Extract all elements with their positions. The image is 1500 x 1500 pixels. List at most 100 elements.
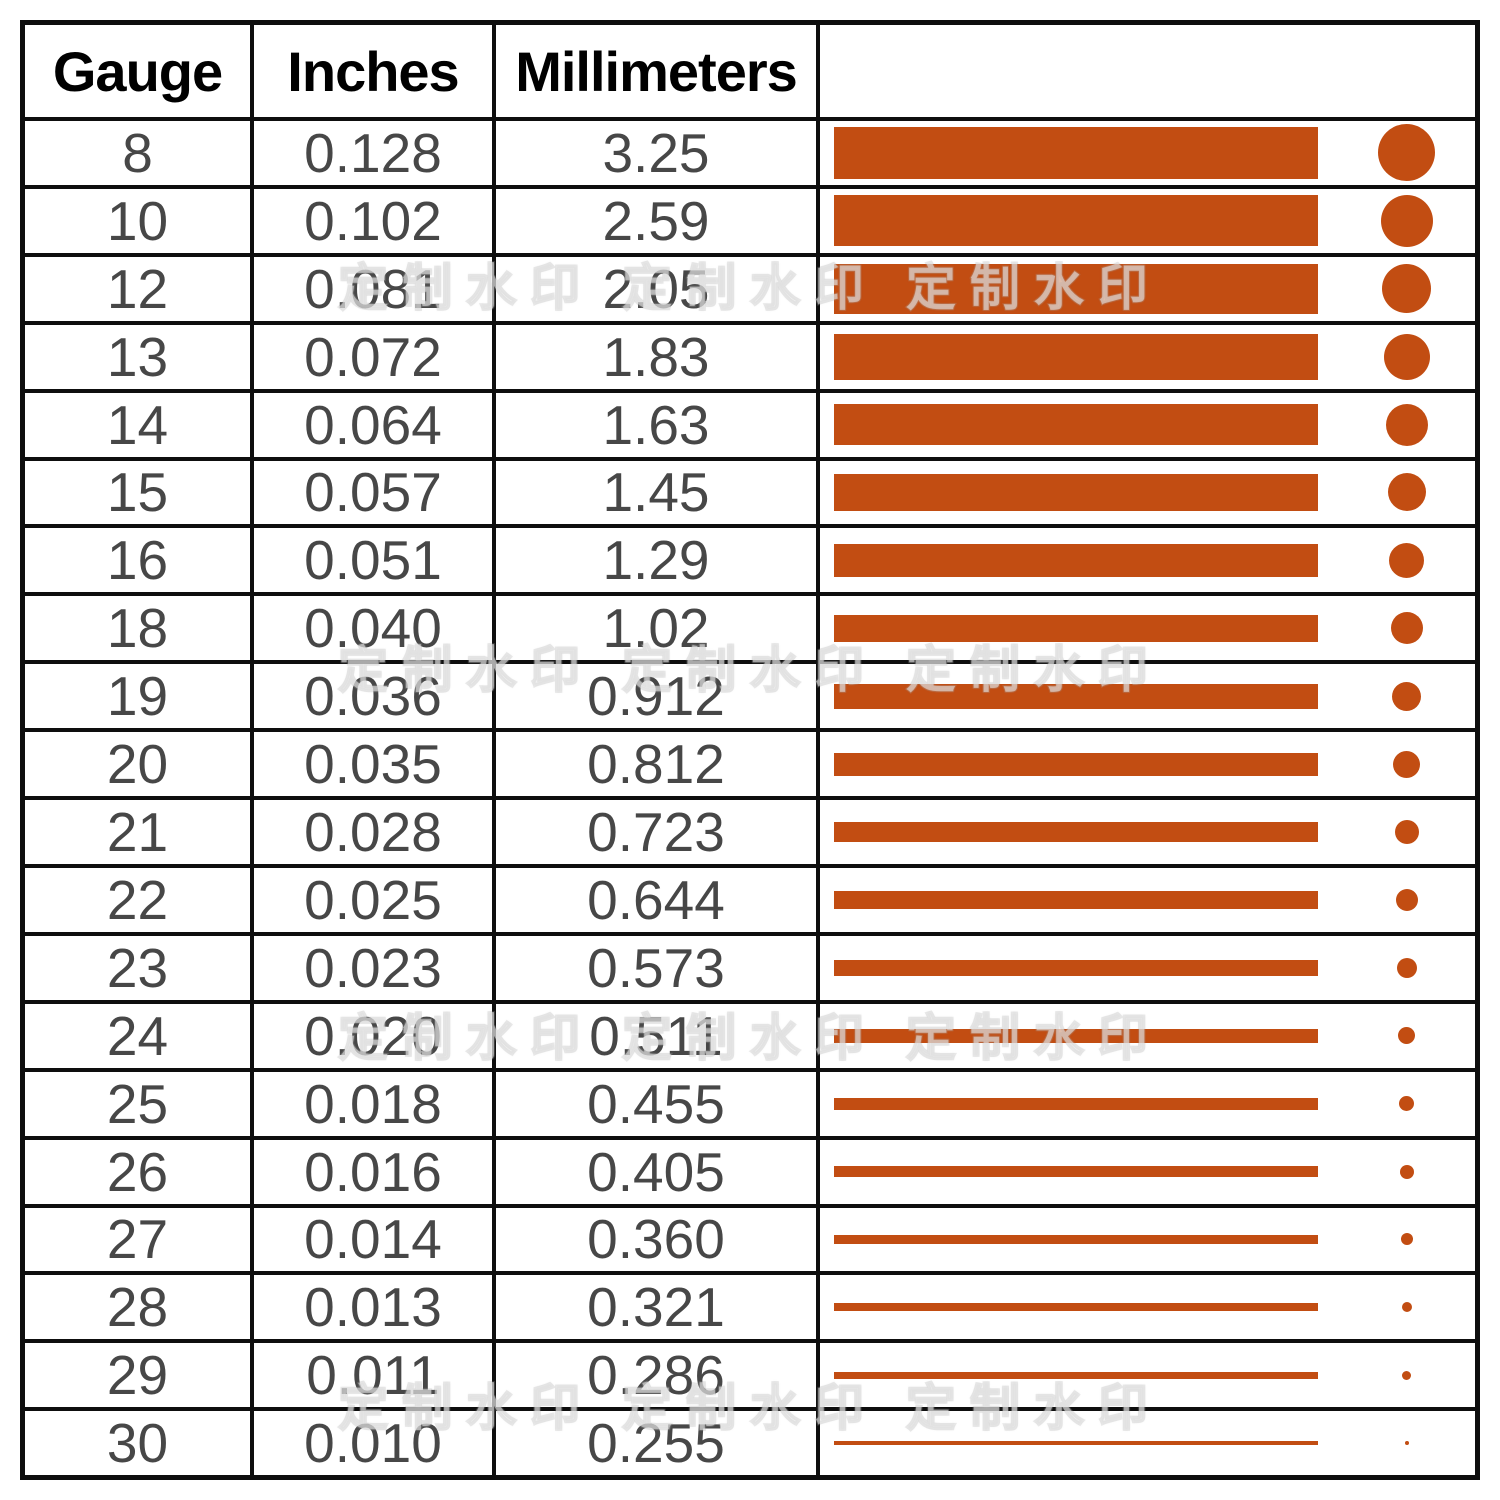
wire-dot-area: [1318, 957, 1475, 978]
wire-thickness-bar: [834, 1371, 1318, 1379]
wire-dot-area: [1318, 1370, 1475, 1380]
gauge-value: 19: [106, 665, 169, 728]
table-row: 13 0.072 1.83: [25, 320, 1475, 389]
wire-thickness-bar: [834, 752, 1318, 776]
wire-size-visual: [816, 935, 1475, 1000]
wire-thickness-bar: [834, 1097, 1318, 1110]
wire-size-visual: [816, 596, 1475, 661]
table-row: 12 0.081 2.05: [25, 252, 1475, 321]
table-row: 27 0.014 0.360: [25, 1203, 1475, 1272]
wire-thickness-bar: [834, 333, 1318, 380]
wire-dot-area: [1318, 681, 1475, 711]
millimeters-value: 3.25: [492, 121, 816, 185]
gauge-value: 25: [106, 1072, 169, 1135]
gauge-value: 28: [106, 1276, 169, 1339]
gauge-value: 27: [106, 1208, 169, 1271]
wire-dot-area: [1318, 1096, 1475, 1112]
inches-value: 0.025: [250, 867, 492, 932]
inches-value: 0.014: [250, 1207, 492, 1272]
millimeters-value: 0.573: [492, 935, 816, 1000]
header-gauge: Gauge: [52, 39, 223, 103]
wire-dot-area: [1318, 1233, 1475, 1246]
wire-size-visual: [816, 1411, 1475, 1476]
inches-value: 0.013: [250, 1275, 492, 1340]
table-row: 8 0.128 3.25: [25, 117, 1475, 185]
wire-size-visual: [816, 324, 1475, 389]
inches-value: 0.040: [250, 596, 492, 661]
millimeters-value: 0.255: [492, 1411, 816, 1476]
wire-size-visual: [816, 1343, 1475, 1408]
wire-thickness-bar: [834, 404, 1318, 446]
inches-value: 0.057: [250, 460, 492, 525]
wire-diameter-dot: [1385, 403, 1428, 446]
table-row: 21 0.028 0.723: [25, 796, 1475, 864]
inches-value: 0.028: [250, 800, 492, 864]
wire-diameter-dot: [1382, 264, 1431, 314]
gauge-value: 10: [106, 189, 169, 252]
table-row: 18 0.040 1.02: [25, 592, 1475, 661]
wire-size-visual: [816, 732, 1475, 797]
wire-dot-area: [1318, 1164, 1475, 1179]
inches-value: 0.064: [250, 392, 492, 457]
wire-size-visual: [816, 1139, 1475, 1204]
wire-size-visual: [816, 664, 1475, 729]
wire-dot-area: [1318, 473, 1475, 512]
wire-dot-area: [1318, 264, 1475, 314]
gauge-table: Gauge Inches Millimeters 8 0.128 3.25 10…: [20, 20, 1480, 1480]
wire-size-visual: [816, 1275, 1475, 1340]
millimeters-value: 1.45: [492, 460, 816, 525]
wire-diameter-dot: [1387, 473, 1426, 512]
wire-size-visual: [816, 800, 1475, 864]
wire-diameter-dot: [1393, 750, 1420, 778]
wire-thickness-bar: [834, 1234, 1318, 1244]
wire-thickness-bar: [834, 263, 1318, 314]
millimeters-value: 0.321: [492, 1275, 816, 1340]
wire-diameter-dot: [1399, 1096, 1414, 1112]
table-row: 15 0.057 1.45: [25, 456, 1475, 525]
gauge-value: 8: [122, 121, 153, 184]
wire-diameter-dot: [1394, 820, 1419, 845]
millimeters-value: 0.405: [492, 1139, 816, 1204]
wire-thickness-bar: [834, 543, 1318, 577]
inches-value: 0.081: [250, 256, 492, 321]
gauge-value: 15: [106, 461, 169, 524]
gauge-value: 22: [106, 868, 169, 931]
inches-value: 0.016: [250, 1139, 492, 1204]
wire-diameter-dot: [1396, 957, 1417, 978]
wire-diameter-dot: [1395, 888, 1418, 911]
gauge-value: 21: [106, 801, 169, 864]
millimeters-value: 1.02: [492, 596, 816, 661]
wire-diameter-dot: [1400, 1233, 1413, 1246]
millimeters-value: 0.912: [492, 664, 816, 729]
millimeters-value: 1.29: [492, 528, 816, 593]
wire-diameter-dot: [1402, 1370, 1411, 1380]
wire-size-visual: [816, 1071, 1475, 1136]
inches-value: 0.018: [250, 1071, 492, 1136]
wire-diameter-dot: [1398, 1027, 1415, 1045]
wire-dot-area: [1318, 1302, 1475, 1313]
gauge-value: 20: [106, 733, 169, 796]
wire-thickness-bar: [834, 473, 1318, 511]
header-millimeters: Millimeters: [492, 25, 816, 117]
wire-diameter-dot: [1399, 1164, 1414, 1179]
millimeters-value: 2.05: [492, 256, 816, 321]
inches-value: 0.128: [250, 121, 492, 185]
inches-value: 0.102: [250, 188, 492, 253]
wire-dot-area: [1318, 124, 1475, 182]
wire-thickness-bar: [834, 614, 1318, 642]
wire-dot-area: [1318, 1027, 1475, 1045]
wire-thickness-bar: [834, 683, 1318, 709]
wire-diameter-dot: [1383, 333, 1430, 380]
millimeters-value: 0.286: [492, 1343, 816, 1408]
table-row: 30 0.010 0.255: [25, 1407, 1475, 1476]
gauge-value: 18: [106, 597, 169, 660]
inches-value: 0.072: [250, 324, 492, 389]
wire-thickness-bar: [834, 822, 1318, 843]
wire-dot-area: [1318, 194, 1475, 247]
millimeters-value: 0.511: [492, 1003, 816, 1068]
wire-size-visual: [816, 188, 1475, 253]
inches-value: 0.023: [250, 935, 492, 1000]
wire-thickness-bar: [834, 195, 1318, 247]
table-row: 16 0.051 1.29: [25, 524, 1475, 593]
